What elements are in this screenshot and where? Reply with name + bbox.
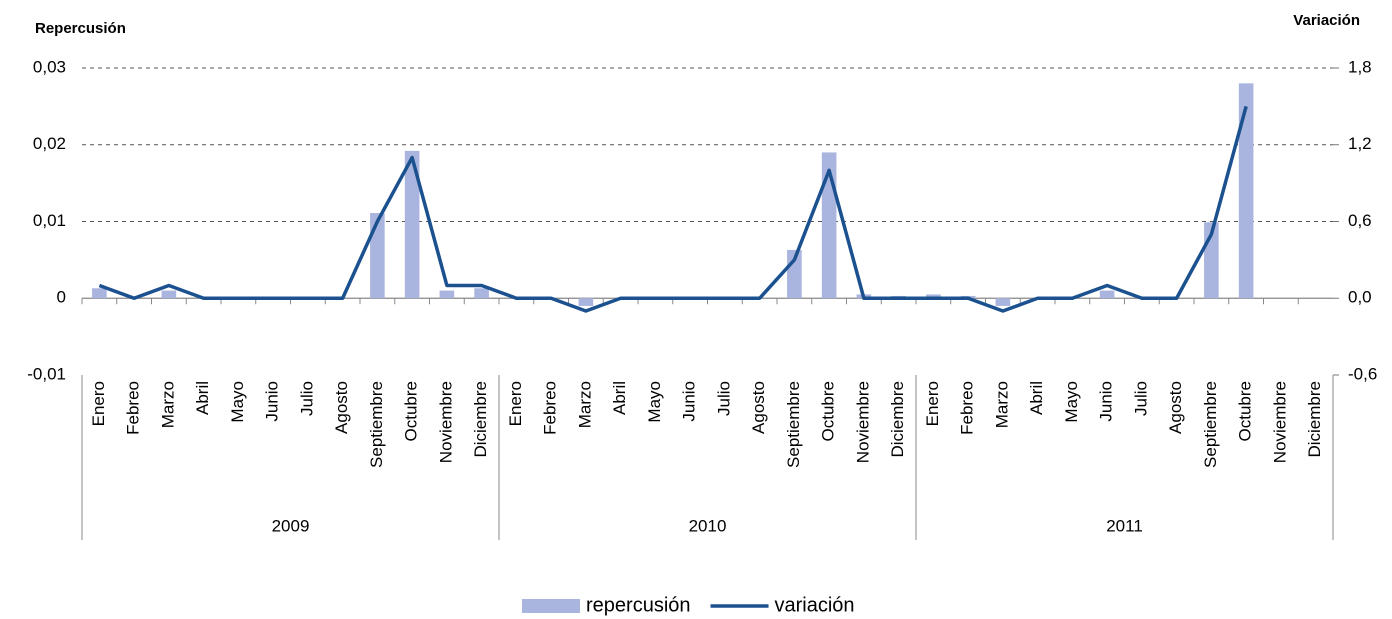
x-tick-label: Septiembre <box>367 381 386 468</box>
x-tick-label: Abril <box>193 381 212 415</box>
legend-swatch <box>522 599 580 613</box>
legend-label: variación <box>775 594 855 616</box>
bar <box>474 288 489 299</box>
x-tick-label: Diciembre <box>888 381 907 458</box>
y-tick-label: 0,01 <box>33 211 66 230</box>
x-tick-label: Abril <box>1027 381 1046 415</box>
y2-tick-label: 0,6 <box>1348 211 1372 230</box>
legend-label: repercusión <box>586 594 691 616</box>
bar <box>439 290 455 299</box>
y-tick-label: 0,03 <box>33 57 66 76</box>
x-tick-label: Enero <box>923 381 942 426</box>
x-tick-label: Marzo <box>158 381 177 428</box>
group-label: 2009 <box>272 516 310 535</box>
bar <box>1238 83 1254 299</box>
x-tick-label: Mayo <box>228 381 247 423</box>
x-tick-label: Mayo <box>1062 381 1081 423</box>
x-tick-label: Abril <box>610 381 629 415</box>
x-tick-label: Enero <box>89 381 108 426</box>
x-tick-label: Diciembre <box>1305 381 1324 458</box>
bar <box>995 298 1011 306</box>
x-tick-label: Mayo <box>645 381 664 423</box>
x-tick-label: Junio <box>1097 381 1116 422</box>
y2-axis-title: Variación <box>1293 12 1360 29</box>
x-tick-label: Diciembre <box>471 381 490 458</box>
y2-tick-label: 0,0 <box>1348 288 1372 307</box>
x-tick-label: Julio <box>1131 381 1150 416</box>
group-label: 2011 <box>1106 516 1143 535</box>
bar <box>161 290 177 299</box>
x-tick-label: Febreo <box>124 381 143 435</box>
bar <box>1099 290 1115 299</box>
x-tick-label: Septiembre <box>1201 381 1220 468</box>
x-tick-label: Noviembre <box>853 381 872 463</box>
bar <box>404 150 420 299</box>
x-tick-label: Febreo <box>541 381 560 435</box>
x-tick-label: Septiembre <box>784 381 803 468</box>
group-label: 2010 <box>689 516 727 535</box>
y-axis-title: Repercusión <box>35 20 126 37</box>
x-tick-label: Noviembre <box>436 381 455 463</box>
y-tick-label: 0 <box>57 288 66 307</box>
x-tick-label: Agosto <box>1166 381 1185 434</box>
x-tick-label: Marzo <box>992 381 1011 428</box>
y2-tick-label: 1,8 <box>1348 57 1372 76</box>
line <box>98 105 1248 313</box>
bar <box>92 288 107 299</box>
x-tick-label: Agosto <box>332 381 351 434</box>
x-tick-label: Agosto <box>749 381 768 434</box>
x-tick-label: Octubre <box>1236 381 1255 441</box>
y2-tick-label: 1,2 <box>1348 134 1372 153</box>
x-tick-label: Marzo <box>575 381 594 428</box>
bar <box>370 213 385 299</box>
y-tick-label: 0,02 <box>33 134 66 153</box>
x-tick-label: Enero <box>506 381 525 426</box>
y2-tick-label: -0,6 <box>1348 364 1377 383</box>
x-tick-label: Julio <box>297 381 316 416</box>
x-tick-label: Noviembre <box>1270 381 1289 463</box>
x-tick-label: Junio <box>680 381 699 422</box>
bar <box>578 298 594 306</box>
x-tick-label: Junio <box>263 381 282 422</box>
y-tick-label: -0,01 <box>27 364 66 383</box>
bar <box>926 294 941 299</box>
x-tick-label: Febreo <box>958 381 977 435</box>
x-tick-label: Julio <box>714 381 733 416</box>
x-tick-label: Octubre <box>402 381 421 441</box>
x-tick-label: Octubre <box>819 381 838 441</box>
